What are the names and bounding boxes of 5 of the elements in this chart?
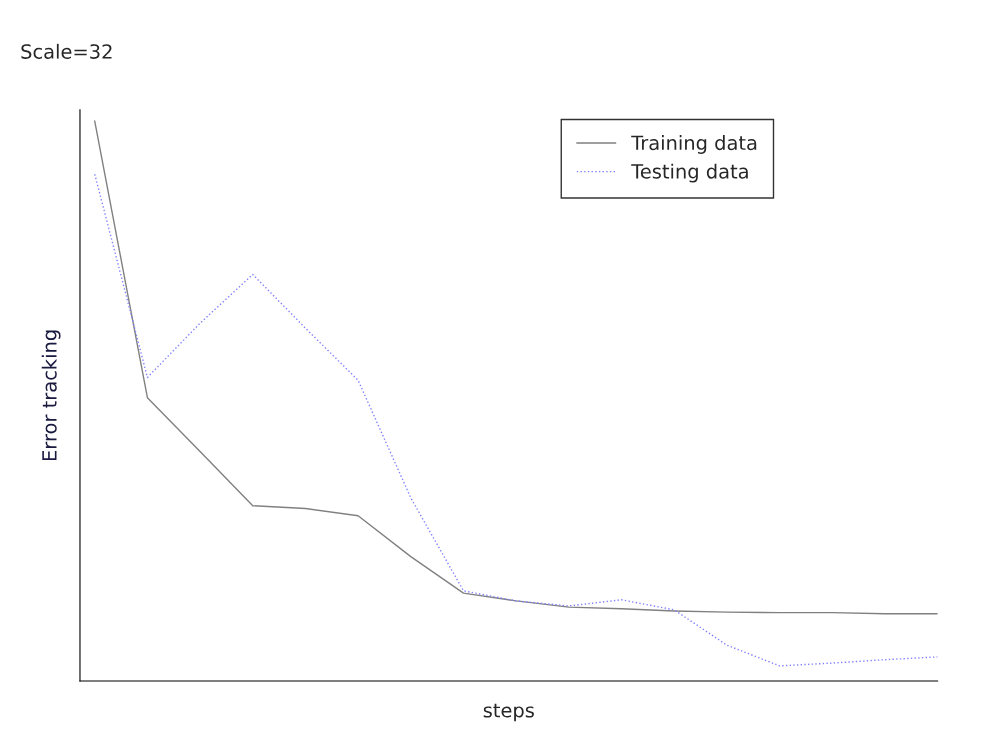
y-axis-title: Error tracking: [41, 330, 61, 461]
x-axis-title: steps: [483, 703, 534, 722]
legend-label: Testing data: [631, 163, 748, 183]
chart-title: Scale=32: [21, 43, 112, 59]
legend-label: Training data: [631, 135, 757, 154]
